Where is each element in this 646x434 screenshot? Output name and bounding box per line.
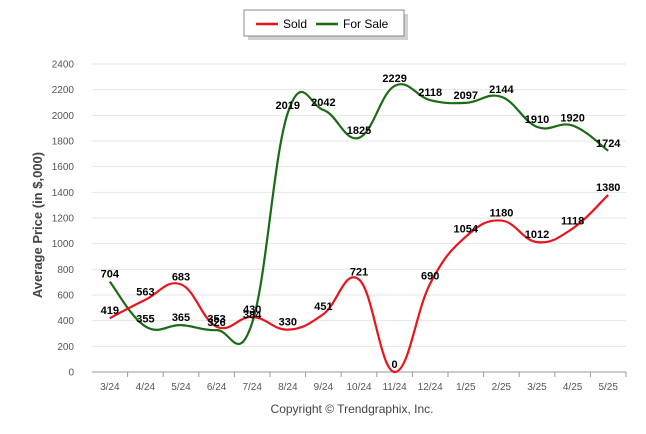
data-label-for-sale: 1825: [347, 125, 371, 137]
x-tick-label: 3/25: [527, 382, 547, 393]
x-tick-label: 4/25: [563, 382, 583, 393]
data-label-for-sale: 1724: [596, 138, 621, 150]
y-tick-label: 600: [57, 291, 74, 302]
data-labels: 419 563 683 353 430 330 451 721 0 690 1054 1180 1012…: [101, 73, 622, 371]
data-label-for-sale: 2229: [382, 73, 406, 85]
data-label-sold: 419: [101, 305, 119, 317]
series-line-for-sale: [108, 83, 609, 346]
legend-label-sold: Sold: [283, 17, 307, 31]
x-tick-label: 5/24: [171, 382, 191, 393]
data-label-sold: 0: [392, 359, 398, 371]
gridlines: [92, 63, 626, 347]
data-label-sold: 1118: [561, 216, 584, 228]
y-tick-label: 2200: [52, 85, 75, 96]
data-label-sold: 1180: [489, 208, 513, 220]
data-label-for-sale: 1910: [525, 114, 549, 126]
copyright-credit: Copyright © Trendgraphix, Inc.: [271, 402, 434, 416]
x-tick-label: 12/24: [418, 382, 443, 393]
y-tick-label: 2000: [52, 111, 75, 122]
data-label-for-sale: 704: [101, 269, 120, 281]
data-label-sold: 1380: [596, 182, 620, 194]
data-label-sold: 430: [243, 304, 261, 316]
data-label-sold: 451: [314, 301, 332, 313]
x-tick-label: 1/25: [456, 382, 476, 393]
legend: Sold For Sale: [243, 9, 408, 40]
y-tick-label: 1000: [52, 239, 75, 250]
y-tick-label: 800: [57, 265, 74, 276]
series-line-sold: [109, 194, 609, 374]
y-tick-label: 1600: [52, 162, 75, 173]
x-tick-label: 4/24: [136, 382, 156, 393]
y-tick-label: 0: [68, 368, 74, 379]
data-label-for-sale: 384: [243, 310, 262, 322]
y-tick-label: 1400: [52, 188, 75, 199]
x-tick-label: 3/24: [100, 382, 120, 393]
y-tick-label: 400: [57, 316, 74, 327]
x-axis-ticks: 3/24 4/24 5/24 6/24 7/24 8/24 9/24 10/24 11/24 12…: [100, 372, 627, 393]
x-tick-label: 9/24: [314, 382, 334, 393]
data-label-for-sale: 2144: [489, 84, 514, 96]
data-label-sold: 563: [136, 287, 154, 299]
y-axis-ticks: 0 200 400 600 800 1000 1200 1400 1600 1800 2000 220…: [52, 60, 75, 379]
data-label-sold: 1054: [454, 224, 479, 236]
data-label-sold: 683: [172, 271, 190, 283]
data-label-for-sale: 2097: [454, 90, 478, 102]
series-lines: [108, 83, 609, 374]
x-tick-label: 10/24: [346, 382, 371, 393]
data-label-for-sale: 2042: [311, 97, 335, 109]
y-tick-label: 1800: [52, 137, 75, 148]
data-label-for-sale: 2118: [418, 87, 442, 99]
data-label-sold: 721: [350, 266, 368, 278]
data-label-sold: 353: [207, 314, 225, 326]
legend-label-for-sale: For Sale: [343, 17, 389, 31]
x-tick-label: 7/24: [242, 382, 262, 393]
y-axis-title: Average Price (in $,000): [30, 152, 45, 298]
data-label-for-sale: 365: [172, 312, 190, 324]
x-tick-label: 6/24: [207, 382, 227, 393]
data-label-sold: 690: [421, 270, 439, 282]
y-tick-label: 200: [57, 342, 74, 353]
y-tick-label: 2400: [52, 60, 75, 71]
data-label-for-sale: 2019: [276, 100, 300, 112]
y-tick-label: 1200: [52, 214, 75, 225]
data-label-for-sale: 326: [207, 317, 225, 329]
x-tick-label: 11/24: [382, 382, 407, 393]
x-tick-label: 5/25: [598, 382, 618, 393]
data-label-sold: 1012: [525, 229, 549, 241]
data-label-for-sale: 1920: [560, 113, 584, 125]
x-tick-label: 2/25: [492, 382, 512, 393]
x-tick-label: 8/24: [278, 382, 298, 393]
data-label-sold: 330: [279, 317, 297, 329]
data-label-for-sale: 355: [136, 313, 154, 325]
